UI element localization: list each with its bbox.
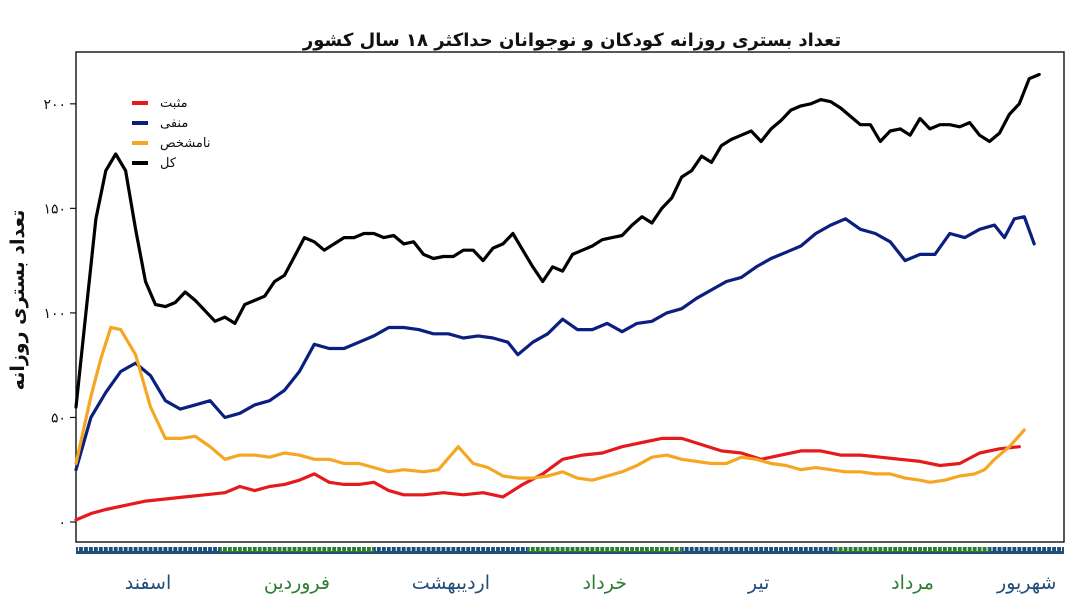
- month-label-4: تیر: [747, 572, 770, 594]
- y-tick-label: ۰: [58, 515, 66, 531]
- y-tick-label: ۲۰۰: [43, 97, 66, 113]
- y-axis-ticks: ۰ ۵۰ ۱۰۰ ۱۵۰ ۲۰۰: [43, 97, 76, 531]
- y-axis-label: تعداد بستری روزانه: [7, 210, 29, 391]
- series-line-2: [74, 325, 1026, 484]
- y-tick-label: ۱۰۰: [43, 306, 66, 322]
- month-label-2: اردیبهشت: [412, 572, 490, 594]
- series-line-1: [74, 215, 1036, 472]
- chart-title: تعداد بستری روزانه کودکان و نوجوانان حدا…: [302, 30, 841, 51]
- series-line-0: [74, 436, 1021, 522]
- legend-label-1: منفی: [160, 116, 188, 131]
- y-tick-label: ۵۰: [51, 410, 66, 426]
- y-tick-label: ۱۵۰: [43, 201, 66, 217]
- legend-label-3: کل: [160, 156, 177, 171]
- month-label-6: شهریور: [996, 572, 1056, 594]
- plot-frame: [75, 51, 1065, 543]
- legend: مثبت منفی نامشخص کل: [132, 96, 210, 171]
- month-label-5: مرداد: [891, 572, 934, 594]
- x-axis: اسفند فروردین اردیبهشت خرداد تیر مرداد شهریور: [76, 547, 1064, 594]
- legend-label-2: نامشخص: [160, 136, 210, 151]
- series-line-3: [74, 72, 1041, 409]
- month-label-0: اسفند: [125, 572, 172, 594]
- month-label-1: فروردین: [264, 572, 330, 594]
- series-layer: [74, 72, 1041, 522]
- month-label-3: خرداد: [583, 572, 627, 594]
- legend-label-0: مثبت: [160, 96, 188, 111]
